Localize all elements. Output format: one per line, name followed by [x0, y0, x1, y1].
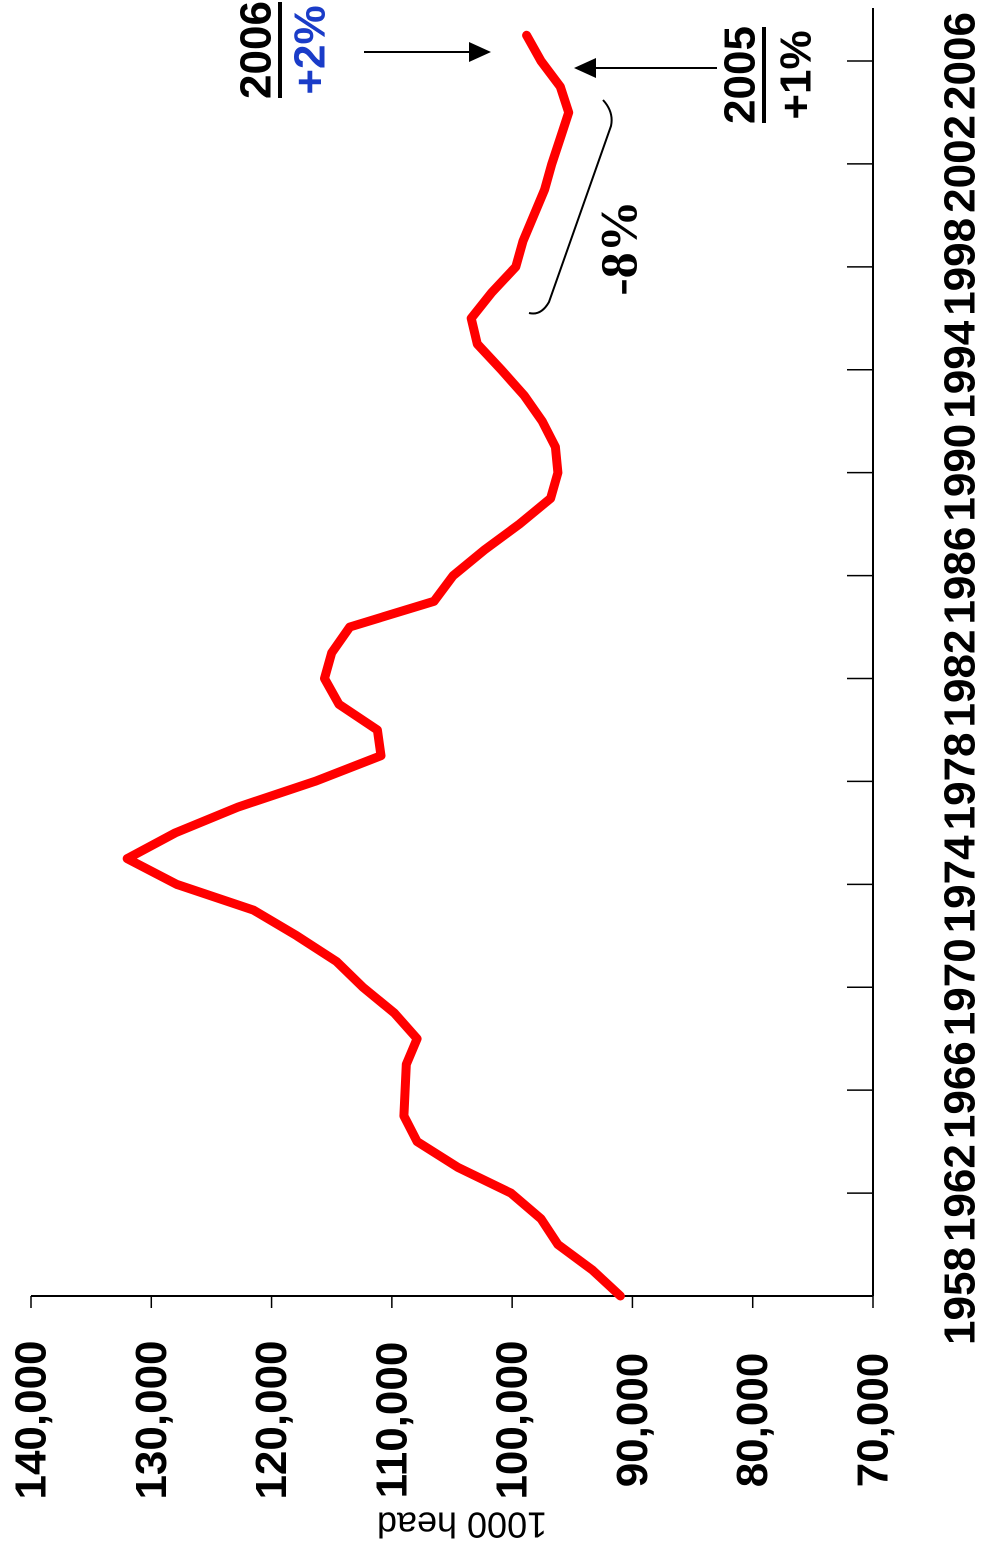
point-1968 — [414, 1036, 420, 1042]
annotations: -8% 2005 +1% 2006 +2% — [232, 1, 821, 315]
point-1964 — [414, 1139, 420, 1145]
point-1984 — [347, 624, 353, 630]
y-tick-label-100000: 100,000 — [488, 1340, 537, 1499]
point-1990 — [555, 470, 561, 476]
x-tick-label-2006: 2006 — [936, 12, 985, 110]
point-1960 — [555, 1242, 561, 1248]
x-tick-label-2002: 2002 — [936, 115, 985, 213]
annotation-2005-year: 2005 — [716, 26, 765, 124]
point-1980 — [374, 727, 380, 733]
point-1961 — [538, 1216, 544, 1222]
x-tick-label-1998: 1998 — [936, 218, 985, 316]
y-tick-label-70000: 70,000 — [849, 1353, 898, 1488]
point-1979 — [378, 753, 384, 759]
x-tick-label-1970: 1970 — [936, 938, 985, 1036]
bracket-label: -8% — [592, 200, 649, 295]
arrowhead-2006-icon — [469, 42, 491, 62]
y-tick-label-130000: 130,000 — [127, 1340, 176, 1499]
point-1997 — [489, 290, 495, 296]
x-tick-label-1986: 1986 — [936, 527, 985, 625]
point-1976 — [172, 830, 178, 836]
y-tick-label-80000: 80,000 — [728, 1353, 777, 1488]
y-axis-title: 1000 head — [377, 1505, 547, 1546]
point-1970 — [360, 984, 366, 990]
arrowhead-2005-icon — [574, 58, 596, 78]
point-1977 — [235, 804, 241, 810]
point-2005 — [557, 84, 563, 90]
point-1993 — [521, 393, 527, 399]
point-1966 — [402, 1087, 408, 1093]
point-1985 — [431, 598, 437, 604]
x-tick-label-1974: 1974 — [936, 835, 985, 933]
x-tick-label-1990: 1990 — [936, 424, 985, 522]
point-1958 — [617, 1293, 623, 1299]
y-tick-label-110000: 110,000 — [367, 1342, 416, 1499]
point-1986 — [450, 573, 456, 579]
point-1995 — [474, 341, 480, 347]
point-1975 — [124, 856, 130, 862]
point-1994 — [498, 367, 504, 373]
annotation-2006-year: 2006 — [232, 1, 281, 99]
point-2001 — [542, 187, 548, 193]
point-1987 — [482, 547, 488, 553]
point-1974 — [174, 881, 180, 887]
series-points — [124, 32, 623, 1299]
point-1981 — [336, 701, 342, 707]
point-1962 — [508, 1190, 514, 1196]
point-1969 — [391, 1010, 397, 1016]
point-1983 — [329, 650, 335, 656]
point-1998 — [513, 264, 519, 270]
point-1965 — [401, 1113, 407, 1119]
point-2003 — [557, 135, 563, 141]
x-tick-label-1962: 1962 — [936, 1144, 985, 1242]
point-1967 — [403, 1061, 409, 1067]
annotation-2006-pct: +2% — [286, 5, 335, 94]
point-1982 — [322, 676, 328, 682]
y-tick-label-140000: 140,000 — [7, 1340, 56, 1499]
y-tick-label-90000: 90,000 — [608, 1353, 657, 1488]
point-2004 — [566, 110, 572, 116]
point-1999 — [520, 238, 526, 244]
series-line — [122, 30, 625, 1301]
x-tick-label-1978: 1978 — [936, 732, 985, 830]
bracket-8pct — [528, 99, 613, 315]
point-1996 — [468, 315, 474, 321]
point-2002 — [549, 161, 555, 167]
y-axis-ticks: 70,000 80,000 90,000 100,000 110,000 120,000 1… — [7, 1296, 898, 1500]
y-tick-label-120000: 120,000 — [247, 1340, 296, 1499]
point-1991 — [552, 444, 558, 450]
x-tick-label-1994: 1994 — [936, 320, 985, 418]
x-tick-label-1966: 1966 — [936, 1041, 985, 1139]
point-1959 — [590, 1267, 596, 1273]
x-tick-label-1982: 1982 — [936, 630, 985, 728]
point-1989 — [548, 495, 554, 501]
point-2007 — [524, 32, 530, 38]
point-1992 — [539, 418, 545, 424]
point-1971 — [334, 959, 340, 965]
point-2000 — [531, 212, 537, 218]
annotation-2005-pct: +1% — [772, 30, 821, 119]
point-1978 — [312, 778, 318, 784]
point-1963 — [455, 1164, 461, 1170]
x-tick-label-1958: 1958 — [936, 1247, 985, 1345]
point-2006 — [538, 58, 544, 64]
point-1973 — [251, 907, 257, 913]
point-1972 — [294, 933, 300, 939]
point-1988 — [516, 521, 522, 527]
